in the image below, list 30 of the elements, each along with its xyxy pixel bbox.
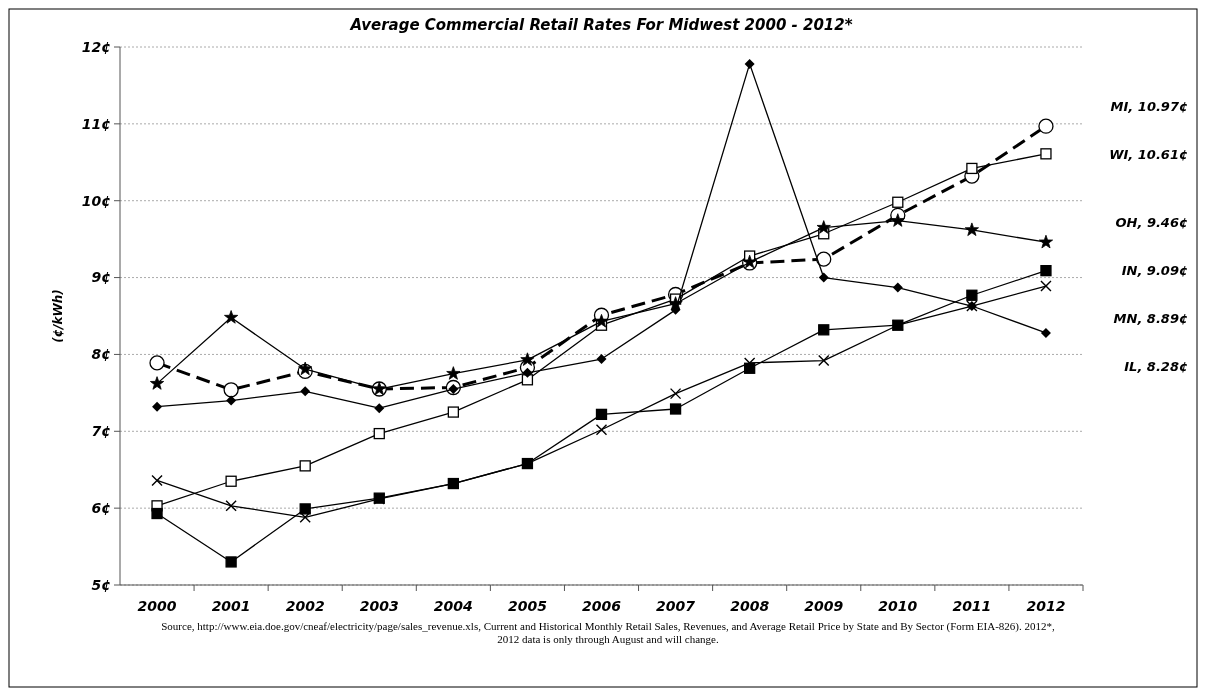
x-tick-label: 2009 [804,598,844,614]
text: MN, 8.89¢ [1113,310,1188,326]
y-tick-label: 8¢ [91,346,111,363]
y-tick-label: 6¢ [91,500,111,517]
x-tick-label: 2003 [359,598,399,614]
x-tick-label: 2012 [1026,598,1066,614]
y-tick-label: 12¢ [81,38,111,55]
y-tick-label: 9¢ [91,269,111,286]
x-tick-label: 2007 [656,598,696,614]
x-tick-label: 2000 [137,598,177,614]
y-tick-label: 10¢ [81,192,111,209]
x-tick-label: 2004 [433,598,473,614]
x-tick-label: 2002 [285,598,325,614]
chart-title: Average Commercial Retail Rates For Midwest 2000 - 2012* [349,16,853,34]
text: MI, 10.97¢ [1110,98,1188,114]
x-tick-label: 2010 [878,598,918,614]
x-tick-label: 2008 [730,598,770,614]
x-tick-label: 2001 [211,598,251,614]
text: IL, 8.28¢ [1124,358,1188,374]
text: WI, 10.61¢ [1109,146,1188,162]
x-tick-label: 2005 [507,598,548,614]
text: OH, 9.46¢ [1115,214,1188,230]
x-tick-label: 2011 [952,598,992,614]
source-note: Source, http://www.eia.doe.gov/cneaf/electricity/page/sales_revenue.xls, Current and Historical Monthly Retail Sales, Revenues, and Average Retail Price by State and By Sector (Form EIA-826). 2012*, 2012 data is only through August and will change. [160,620,1056,646]
text: IN, 9.09¢ [1121,262,1188,278]
y-tick-label: 5¢ [91,576,111,593]
y-tick-label: 11¢ [81,115,111,132]
y-tick-label: 7¢ [91,423,111,440]
y-axis-title: (¢/kWh) [51,289,65,343]
x-tick-label: 2006 [582,598,622,614]
